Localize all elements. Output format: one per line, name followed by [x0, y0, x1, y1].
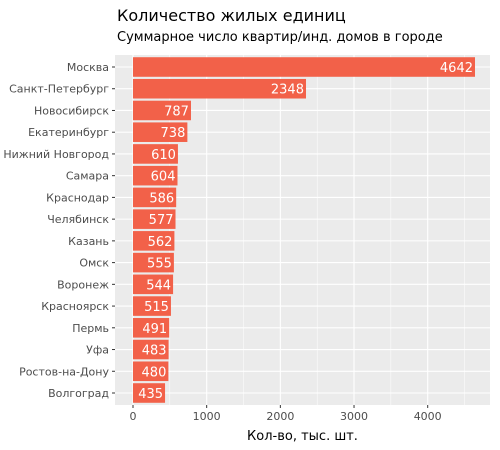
bar-value-label: 544	[146, 278, 171, 293]
x-tick-label: 1000	[193, 410, 221, 423]
bar	[133, 57, 475, 77]
x-axis-title: Кол-во, тыс. шт.	[247, 429, 358, 444]
bar-value-label: 483	[142, 344, 167, 359]
y-tick-labels: Москва Санкт-Петербург Новосибирск Екатерин…	[3, 61, 115, 400]
bar-value-label: 586	[149, 191, 174, 206]
x-tick-label: 0	[130, 410, 137, 423]
bar	[133, 122, 188, 142]
y-tick-label: Краснодар	[46, 191, 109, 204]
bar	[133, 187, 177, 208]
bar	[133, 252, 174, 273]
bar	[133, 296, 171, 316]
y-tick-label: Ростов-на-Дону	[19, 365, 109, 378]
bar-value-label: 738	[161, 126, 186, 141]
bar	[133, 361, 169, 382]
bar-value-label: 604	[151, 170, 176, 185]
bar	[133, 144, 178, 164]
y-tick-label: Челябинск	[47, 213, 109, 226]
bar	[133, 209, 176, 229]
bar	[133, 231, 175, 251]
y-tick-label: Санкт-Петербург	[9, 83, 109, 96]
bars-layer: 4642 2348 787 738 610 604 586 577 562 555 544 515 49…	[133, 57, 475, 403]
bar	[133, 318, 170, 338]
y-tick-label: Уфа	[86, 344, 109, 357]
y-tick-label: Новосибирск	[34, 104, 109, 117]
y-tick-label: Москва	[67, 61, 109, 74]
y-tick-label: Омск	[79, 257, 109, 270]
x-tick-label: 3000	[340, 410, 368, 423]
bar-value-label: 4642	[440, 61, 473, 76]
y-tick-label: Воронеж	[57, 278, 109, 291]
bar-value-label: 491	[142, 322, 167, 337]
bar-value-label: 480	[142, 365, 167, 380]
bar	[133, 274, 174, 295]
bar-value-label: 435	[138, 387, 163, 402]
bar-value-label: 562	[148, 235, 173, 250]
chart-subtitle: Суммарное число квартир/инд. домов в гор…	[117, 30, 443, 45]
bar-value-label: 610	[151, 148, 176, 163]
bar	[133, 78, 306, 99]
bar-value-label: 787	[164, 104, 189, 119]
bar-value-label: 555	[147, 257, 172, 272]
y-tick-label: Самара	[66, 170, 109, 183]
y-tick-label: Екатеринбург	[28, 126, 109, 139]
bar-value-label: 577	[149, 213, 174, 228]
x-tick-label: 2000	[266, 410, 294, 423]
y-tick-label: Пермь	[72, 322, 109, 335]
bar	[133, 339, 169, 360]
x-tick-label: 4000	[414, 410, 442, 423]
bar	[133, 165, 178, 186]
x-tick-labels: 0 1000 2000 3000 4000	[130, 405, 442, 423]
bar	[133, 383, 166, 403]
bar-value-label: 2348	[271, 83, 304, 98]
y-tick-label: Казань	[68, 235, 109, 248]
bar	[133, 100, 191, 121]
y-tick-label: Волгоград	[48, 387, 109, 400]
chart-title: Количество жилых единиц	[117, 6, 346, 25]
bar-value-label: 515	[144, 300, 169, 315]
y-tick-label: Нижний Новгород	[3, 148, 109, 161]
y-tick-label: Красноярск	[41, 300, 109, 313]
